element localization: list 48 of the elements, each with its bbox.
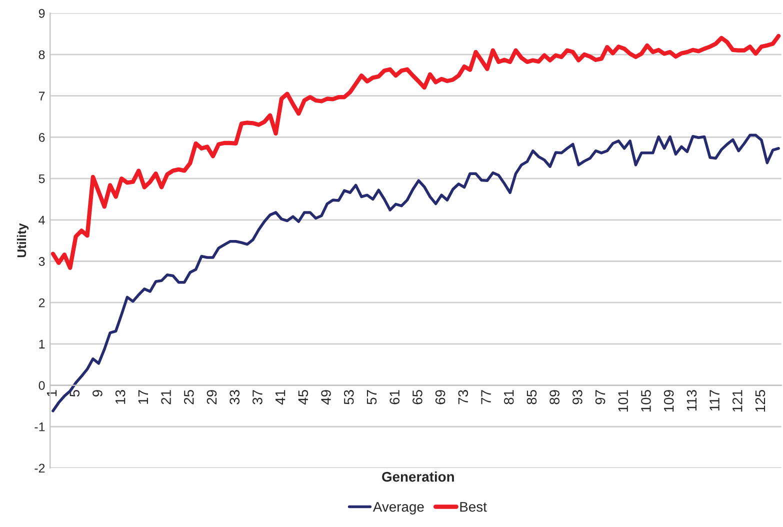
y-tick-label: 2 xyxy=(38,298,45,308)
x-tick-label: 57 xyxy=(366,390,377,404)
y-tick-label: 0 xyxy=(38,381,45,390)
y-tick-label: 8 xyxy=(38,50,45,60)
x-tick-label: 49 xyxy=(321,390,331,405)
x-tick-label: 125 xyxy=(755,390,766,412)
y-tick-label: 5 xyxy=(38,174,45,184)
x-axis-title: Generation xyxy=(382,472,454,482)
x-tick-label: 81 xyxy=(504,390,514,404)
x-tick-label: 25 xyxy=(184,390,194,404)
x-tick-label: 97 xyxy=(595,390,606,404)
y-tick-label: 9 xyxy=(38,8,45,18)
x-tick-label: 93 xyxy=(572,390,582,404)
x-tick-label: 61 xyxy=(390,390,400,404)
y-tick-label: 4 xyxy=(38,216,45,224)
y-tick-label: -1 xyxy=(34,422,45,432)
y-tick-label: 6 xyxy=(38,133,45,142)
x-tick-label: 13 xyxy=(115,390,126,404)
x-tick-label: 17 xyxy=(138,390,148,404)
y-tick-label: 1 xyxy=(39,340,45,348)
line-series xyxy=(50,34,781,270)
x-tick-label: 117 xyxy=(710,390,720,411)
x-tick-label: 45 xyxy=(298,390,308,405)
x-tick-label: 101 xyxy=(618,390,628,412)
x-tick-label: 121 xyxy=(732,390,742,412)
x-tick-label: 105 xyxy=(641,390,651,412)
x-tick-label: 65 xyxy=(412,390,422,404)
x-tick-label: 1 xyxy=(47,390,57,396)
x-tick-label: 77 xyxy=(481,390,491,404)
x-tick-label: 85 xyxy=(526,390,537,404)
x-tick-label: 41 xyxy=(276,390,286,405)
x-tick-label: 113 xyxy=(686,390,697,411)
x-tick-label: 37 xyxy=(252,390,262,404)
legend-label: Average xyxy=(372,502,424,514)
y-tick-label: 7 xyxy=(38,92,45,100)
x-tick-label: 33 xyxy=(230,390,240,404)
x-tick-label: 73 xyxy=(458,390,468,404)
x-tick-label: 89 xyxy=(550,390,560,404)
y-tick-label: -2 xyxy=(34,464,45,473)
x-tick-label: 9 xyxy=(92,390,102,397)
y-tick-label: 3 xyxy=(38,257,45,266)
x-tick-label: 109 xyxy=(664,390,674,412)
x-tick-label: 29 xyxy=(206,390,217,404)
legend-label: Best xyxy=(460,502,487,512)
x-tick-label: 69 xyxy=(435,390,446,404)
y-axis-title: Utility xyxy=(16,223,29,258)
x-tick-label: 21 xyxy=(161,390,171,404)
x-tick-label: 53 xyxy=(344,390,354,404)
